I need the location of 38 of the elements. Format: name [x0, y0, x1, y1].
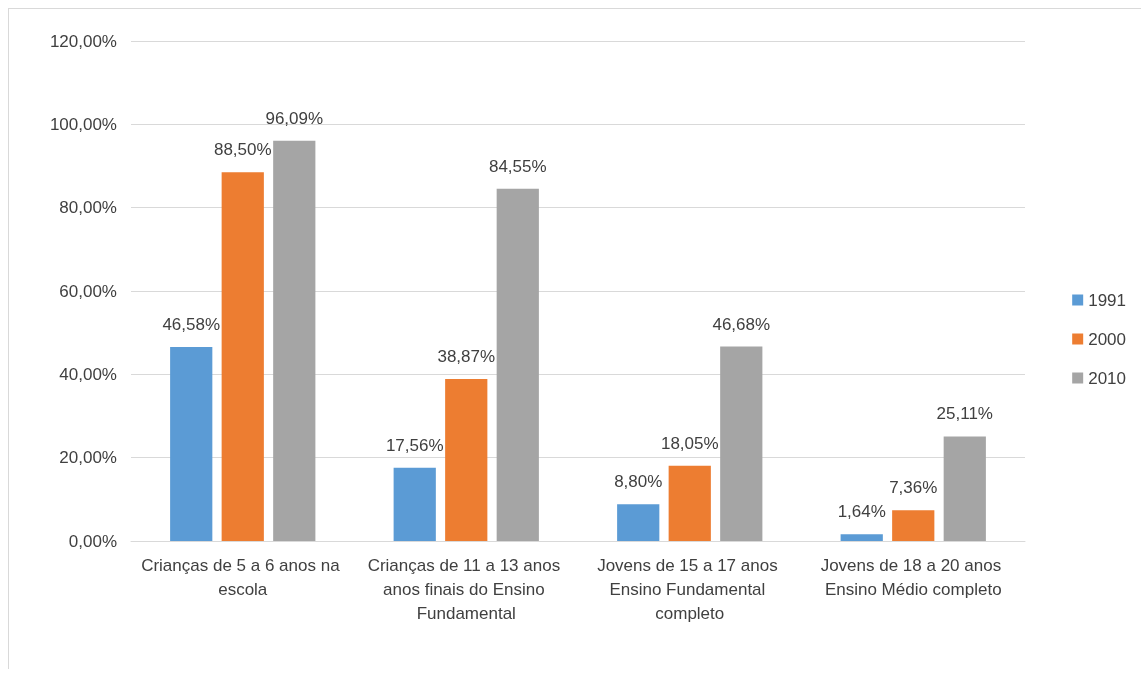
x-tick-label: Jovens de 15 a 17 anos Ensino Fundamental completo [597, 555, 783, 623]
legend-label: 2000 [1088, 329, 1127, 349]
data-label: 46,68% [712, 314, 771, 334]
data-label: 96,09% [265, 108, 324, 128]
y-tick-label: 0,00% [68, 531, 117, 551]
data-label: 1,64% [837, 502, 886, 522]
y-tick-label: 100,00% [49, 114, 117, 134]
bar [393, 467, 436, 541]
bar [840, 534, 883, 541]
bar [221, 172, 264, 541]
y-tick-label: 80,00% [59, 198, 117, 218]
data-label: 25,11% [936, 404, 993, 424]
bar [445, 379, 488, 541]
bar [720, 346, 763, 541]
x-tick-label: Jovens de 18 a 20 anos Ensino Médio completo [820, 555, 1006, 599]
legend-label: 1991 [1088, 290, 1127, 310]
data-label: 8,80% [614, 472, 663, 492]
x-tick-label: Crianças de 11 a 13 anos anos finais do Ensino Fundamental [367, 555, 565, 623]
data-label: 7,36% [889, 478, 938, 498]
data-label: 88,50% [213, 140, 272, 160]
data-label: 18,05% [660, 433, 719, 453]
y-tick-label: 120,00% [49, 31, 117, 51]
data-label: 84,55% [488, 156, 547, 176]
data-label: 17,56% [385, 435, 444, 455]
legend-label: 2010 [1088, 368, 1127, 388]
bar [170, 346, 213, 541]
bar [496, 188, 539, 541]
y-tick-label: 60,00% [59, 281, 117, 301]
bar [668, 465, 711, 541]
data-label: 46,58% [162, 314, 221, 334]
bar [273, 140, 316, 541]
y-tick-label: 20,00% [59, 448, 117, 468]
y-tick-label: 40,00% [59, 364, 117, 384]
x-tick-label: Crianças de 5 a 6 anos na escola [141, 555, 345, 599]
bar [892, 510, 935, 541]
bar [943, 436, 986, 541]
bar [617, 504, 660, 541]
data-label: 38,87% [437, 347, 496, 367]
